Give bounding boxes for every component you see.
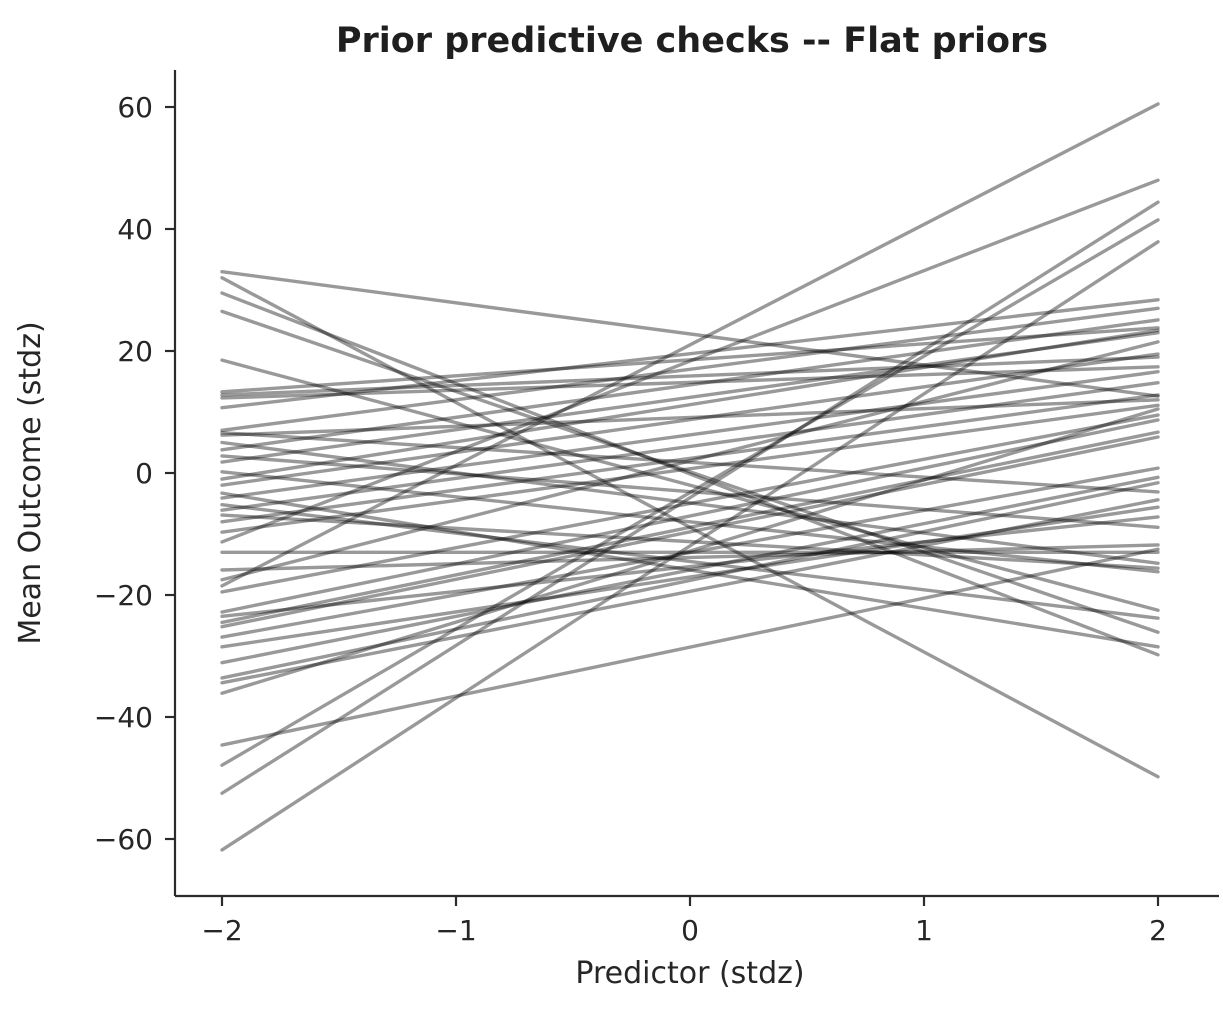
prior-draw-line [220, 318, 1160, 452]
y-tick-label: −60 [94, 823, 153, 856]
prior-draw-line [220, 481, 1160, 680]
prior-draw-line [220, 370, 1160, 500]
y-tick-label: 0 [135, 457, 153, 490]
x-tick-label: −1 [435, 914, 476, 947]
y-axis-label: Mean Outcome (stdz) [13, 321, 48, 644]
prior-draw-line [220, 470, 1160, 574]
prior-draw-line [220, 466, 1160, 639]
y-tick-label: 40 [117, 213, 153, 246]
prior-draw-line [220, 407, 1160, 695]
prior-draw-line [220, 331, 1160, 464]
prior-draw-line [220, 102, 1160, 588]
prior-draw-line [220, 328, 1160, 481]
prior-draw-line [220, 503, 1160, 620]
x-tick-label: 1 [915, 914, 933, 947]
prior-draw-line [220, 270, 1160, 398]
prior-draw-line [220, 393, 1160, 524]
prior-draw-line [220, 475, 1160, 665]
prior-draw-line [220, 418, 1160, 614]
prior-draw-line [220, 352, 1160, 487]
prior-draw-line [220, 491, 1160, 649]
prior-draw-line [220, 398, 1160, 437]
y-axis-ticks: −60 −40 −20 0 20 40 60 [94, 91, 175, 856]
prior-draw-line [220, 291, 1160, 657]
prior-draw-line [220, 306, 1160, 432]
y-tick-label: −20 [94, 579, 153, 612]
prior-draw-line [220, 178, 1160, 544]
y-tick-label: 60 [117, 91, 153, 124]
x-axis-label: Predictor (stdz) [575, 956, 804, 991]
x-tick-label: 2 [1149, 914, 1167, 947]
y-tick-label: 20 [117, 335, 153, 368]
prior-draw-lines [220, 102, 1160, 852]
prior-draw-line [220, 430, 1160, 625]
prior-draw-line [220, 326, 1160, 394]
prior-draw-line [220, 505, 1160, 649]
prior-draw-line [220, 543, 1160, 572]
prior-draw-line [220, 240, 1160, 852]
prior-draw-line [220, 298, 1160, 410]
prior-draw-line [220, 340, 1160, 582]
y-tick-label: −40 [94, 701, 153, 734]
x-tick-label: −2 [201, 914, 242, 947]
prior-draw-line [220, 381, 1160, 512]
prior-draw-line [220, 200, 1160, 795]
prior-draw-line [220, 403, 1160, 534]
prior-draw-line [220, 498, 1160, 685]
prior-draw-line [220, 547, 1160, 747]
prior-draw-line [220, 276, 1160, 779]
prior-draw-line [220, 413, 1160, 594]
prior-draw-line [220, 440, 1160, 565]
prior-draw-line [220, 454, 1160, 529]
prior-draw-line [220, 435, 1160, 629]
x-axis-ticks: −2 −1 0 1 2 [201, 896, 1167, 947]
prior-draw-line [220, 355, 1160, 397]
prior-draw-line [220, 309, 1160, 634]
chart-title: Prior predictive checks -- Flat priors [336, 21, 1048, 61]
prior-draw-line [220, 515, 1160, 619]
prior-draw-line [220, 513, 1160, 570]
x-tick-label: 0 [681, 914, 699, 947]
prior-draw-line [220, 358, 1160, 612]
prior-draw-line [220, 431, 1160, 494]
prior-draw-line [220, 218, 1160, 767]
prior-draw-line [220, 365, 1160, 400]
